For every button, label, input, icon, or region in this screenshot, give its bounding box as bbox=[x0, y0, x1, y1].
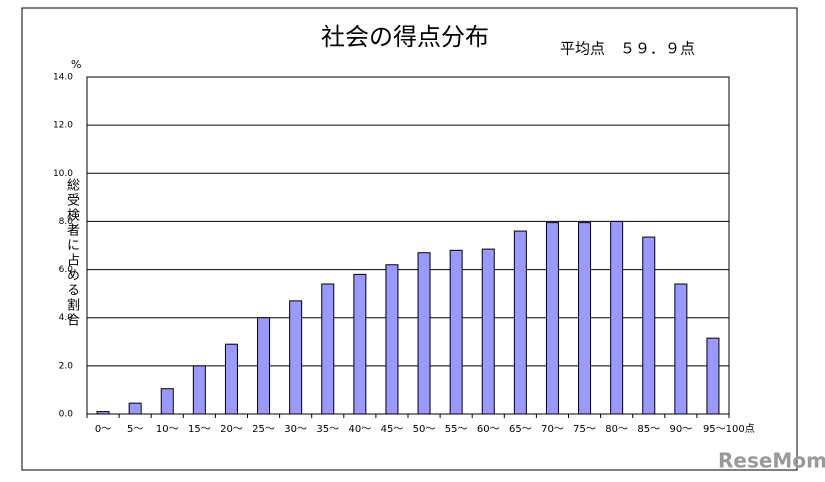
bar bbox=[642, 236, 656, 415]
bar bbox=[385, 264, 399, 415]
x-tick-label: 40～ bbox=[348, 424, 371, 435]
x-tick-label: 45～ bbox=[381, 424, 404, 435]
y-tick-label: 14.0 bbox=[53, 73, 73, 83]
chart-subtitle: 平均点 ５９．９点 bbox=[560, 40, 695, 58]
bar bbox=[706, 337, 720, 415]
y-unit: % bbox=[71, 58, 81, 71]
x-tick-label: 95～100点 bbox=[703, 423, 755, 435]
x-tick-label: 60～ bbox=[477, 424, 500, 435]
bar bbox=[481, 248, 495, 415]
y-tick-label: 0.0 bbox=[59, 410, 74, 420]
x-tick-label: 20～ bbox=[220, 424, 243, 435]
x-tick-label: 85～ bbox=[637, 424, 660, 435]
y-tick-label: 6.0 bbox=[59, 265, 74, 275]
x-tick-label: 30～ bbox=[284, 424, 307, 435]
bar bbox=[128, 402, 142, 415]
bar bbox=[417, 252, 431, 415]
x-tick-label: 35～ bbox=[316, 424, 339, 435]
y-tick-label: 12.0 bbox=[53, 121, 73, 131]
bar bbox=[160, 388, 174, 415]
bar bbox=[674, 283, 688, 415]
y-tick-label: 4.0 bbox=[59, 313, 74, 323]
bar bbox=[289, 300, 303, 415]
x-tick-label: 50～ bbox=[413, 424, 436, 435]
x-tick-label: 15～ bbox=[188, 424, 211, 435]
bar bbox=[353, 273, 367, 415]
bar bbox=[257, 317, 271, 415]
chart-frame bbox=[21, 7, 798, 471]
x-tick-label: 5～ bbox=[127, 424, 143, 435]
x-tick-label: 70～ bbox=[541, 424, 564, 435]
x-tick-label: 65～ bbox=[509, 424, 532, 435]
y-tick-label: 8.0 bbox=[59, 217, 74, 227]
bar bbox=[449, 249, 463, 415]
y-tick-label: 10.0 bbox=[53, 169, 73, 179]
x-tick-label: 0～ bbox=[95, 424, 111, 435]
bar bbox=[610, 220, 624, 415]
bar bbox=[224, 343, 238, 415]
x-tick-label: 90～ bbox=[669, 424, 692, 435]
bar bbox=[96, 411, 110, 415]
y-tick-label: 2.0 bbox=[59, 361, 74, 371]
watermark: ReseMom bbox=[718, 449, 825, 473]
bar bbox=[513, 230, 527, 415]
x-tick-label: 75～ bbox=[573, 424, 596, 435]
chart-title: 社会の得点分布 bbox=[321, 23, 489, 51]
x-tick-label: 80～ bbox=[605, 424, 628, 435]
bar bbox=[545, 222, 559, 415]
bar bbox=[321, 283, 335, 415]
x-tick-label: 10～ bbox=[156, 424, 179, 435]
bar bbox=[192, 365, 206, 415]
x-tick-label: 25～ bbox=[252, 424, 275, 435]
x-tick-label: 55～ bbox=[445, 424, 468, 435]
y-axis-label: 総受検者に占める割合 bbox=[64, 178, 79, 328]
bar bbox=[578, 222, 592, 415]
